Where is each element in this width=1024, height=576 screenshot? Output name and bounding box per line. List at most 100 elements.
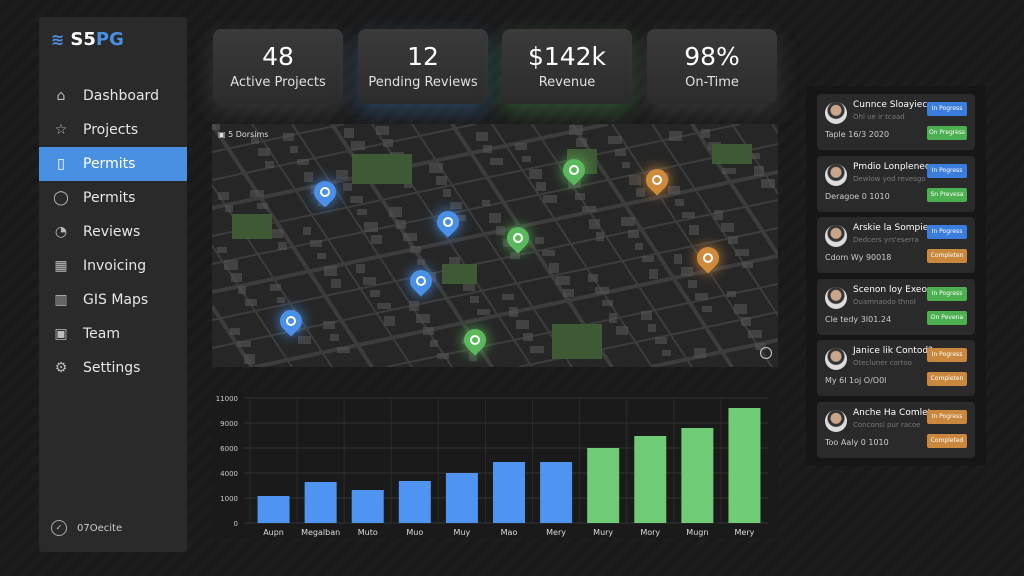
sidebar: ≋ S5PG ⌂ Dashboard ☆ Projects ▯ Permits ◯ Permi…: [39, 17, 187, 552]
user-status[interactable]: ✓ 07Oecite: [51, 520, 122, 536]
avatar: [825, 164, 847, 186]
bar: [304, 482, 337, 523]
activity-card[interactable]: Arskie la Sompiera Dedcers yrs'eserra Cd…: [817, 217, 975, 273]
kpi-label: Revenue: [538, 75, 596, 90]
activity-date: Taple 16/3 2020: [825, 130, 890, 139]
gis-map[interactable]: ▣ 5 Dorsims: [212, 124, 778, 367]
team-icon: ▣: [54, 326, 68, 342]
sidebar-item-label: GIS Maps: [83, 292, 149, 308]
activity-title: Arskie la Sompiera: [853, 223, 938, 233]
status-badge[interactable]: On Pregress: [927, 126, 967, 140]
activity-subtitle: Ouamnaodo thnol: [853, 298, 916, 306]
sidebar-item-label: Reviews: [83, 224, 141, 240]
bar: [493, 462, 525, 523]
x-tick-label: Mugn: [686, 528, 708, 537]
activity-card[interactable]: Pmdio Lonplenec Dewlow yod revesgo Derag…: [817, 156, 975, 212]
status-badge[interactable]: Completen: [927, 249, 967, 263]
activity-card[interactable]: Anche Ha Comlet Conconsi pur racoe Too A…: [817, 402, 975, 458]
sidebar-item-reviews[interactable]: ◔ Reviews: [39, 215, 187, 249]
kpi-value: 48: [262, 42, 294, 71]
y-tick-label: 0: [234, 520, 238, 528]
location-icon: [320, 187, 330, 197]
document-icon: ▯: [57, 156, 65, 172]
sidebar-item-gis-maps[interactable]: ▥ GIS Maps: [39, 283, 187, 317]
activity-card[interactable]: Janice lik Contod? Otecluner cortoo My 6…: [817, 340, 975, 396]
status-badge[interactable]: In Pogress: [927, 102, 967, 116]
location-icon: [470, 335, 480, 345]
bar: [587, 448, 620, 523]
kpi-label: On-Time: [685, 75, 739, 90]
sidebar-item-label: Invoicing: [83, 258, 147, 274]
x-tick-label: Mao: [501, 528, 518, 537]
sidebar-item-permits[interactable]: ▯ Permits: [39, 147, 187, 181]
grid-icon: ▦: [54, 258, 68, 274]
bar: [681, 428, 714, 523]
activity-title: Janice lik Contod?: [853, 346, 933, 356]
status-badge[interactable]: In Pogress: [927, 164, 967, 178]
bar: [257, 496, 290, 523]
bar-chart: 0 1000 4000 6000 9000 11000 Aupn Megalban Muto Mu…: [212, 392, 778, 538]
activity-card[interactable]: Cunnce Sloayieces Ohl ue ir tcaad Taple …: [817, 94, 975, 150]
map-icon: ▥: [54, 292, 68, 308]
activity-date: Cdom Wy 90018: [825, 253, 892, 262]
sidebar-item-dashboard[interactable]: ⌂ Dashboard: [39, 79, 187, 113]
kpi-card[interactable]: 98% On-Time: [647, 29, 777, 104]
location-icon: [286, 316, 296, 326]
sidebar-item-invoicing[interactable]: ▦ Invoicing: [39, 249, 187, 283]
activity-subtitle: Otecluner cortoo: [853, 359, 912, 367]
status-badge[interactable]: Completed: [927, 434, 967, 448]
status-badge[interactable]: Sn Prevesa: [927, 188, 967, 202]
sidebar-item-projects[interactable]: ☆ Projects: [39, 113, 187, 147]
map-label: ▣ 5 Dorsims: [218, 130, 269, 139]
avatar: [825, 410, 847, 432]
star-icon: ☆: [54, 122, 68, 138]
sidebar-item-label: Team: [83, 326, 121, 342]
compass-icon[interactable]: [760, 347, 772, 359]
activity-card[interactable]: Scenon loy Exeor Ouamnaodo thnol Cle ted…: [817, 279, 975, 335]
status-badge[interactable]: In Pogress: [927, 287, 967, 301]
sidebar-item-label: Settings: [83, 360, 141, 376]
kpi-label: Pending Reviews: [368, 75, 478, 90]
x-tick-label: Aupn: [263, 528, 284, 537]
x-tick-label: Muto: [358, 528, 378, 537]
activity-date: Too Aaly 0 1010: [825, 438, 889, 447]
sidebar-item-settings[interactable]: ⚙ Settings: [39, 351, 187, 385]
sidebar-item-permits[interactable]: ◯ Permits: [39, 181, 187, 215]
bar: [540, 462, 573, 523]
sidebar-item-team[interactable]: ▣ Team: [39, 317, 187, 351]
location-icon: [703, 253, 713, 263]
user-icon: ✓: [51, 520, 67, 536]
bar: [445, 473, 478, 523]
status-badge[interactable]: Completen: [927, 372, 967, 386]
status-badge[interactable]: In Pogress: [927, 225, 967, 239]
location-icon: [569, 165, 579, 175]
clock-icon: ◔: [54, 224, 68, 240]
x-tick-label: Mory: [640, 528, 660, 537]
activity-title: Pmdio Lonplenec: [853, 162, 930, 172]
y-tick-label: 1000: [220, 495, 238, 503]
bar: [351, 490, 384, 523]
location-icon: [416, 276, 426, 286]
sidebar-item-label: Permits: [83, 190, 136, 206]
status-badge[interactable]: In Pogress: [927, 410, 967, 424]
activity-subtitle: Dewlow yod revesgo: [853, 175, 926, 183]
layers-logo-icon: ≋: [51, 30, 65, 49]
kpi-card[interactable]: 48 Active Projects: [213, 29, 343, 104]
status-badge[interactable]: On Pevena: [927, 311, 967, 325]
kpi-card[interactable]: 12 Pending Reviews: [358, 29, 488, 104]
status-badge[interactable]: In Pogress: [927, 348, 967, 362]
y-tick-label: 6000: [220, 445, 238, 453]
sidebar-nav: ⌂ Dashboard ☆ Projects ▯ Permits ◯ Permits ◔ Revi…: [39, 79, 187, 385]
avatar: [825, 287, 847, 309]
kpi-card[interactable]: $142k Revenue: [502, 29, 632, 104]
activity-subtitle: Dedcers yrs'eserra: [853, 236, 919, 244]
activity-title: Anche Ha Comlet: [853, 408, 932, 418]
kpi-label: Active Projects: [230, 75, 326, 90]
bar: [634, 436, 667, 523]
avatar: [825, 348, 847, 370]
activity-date: Deragoe 0 1010: [825, 192, 890, 201]
sidebar-item-label: Permits: [83, 156, 136, 172]
logo[interactable]: ≋ S5PG: [51, 29, 124, 50]
activity-date: My 6l 1oj O/O0l: [825, 376, 887, 385]
location-icon: [513, 233, 523, 243]
